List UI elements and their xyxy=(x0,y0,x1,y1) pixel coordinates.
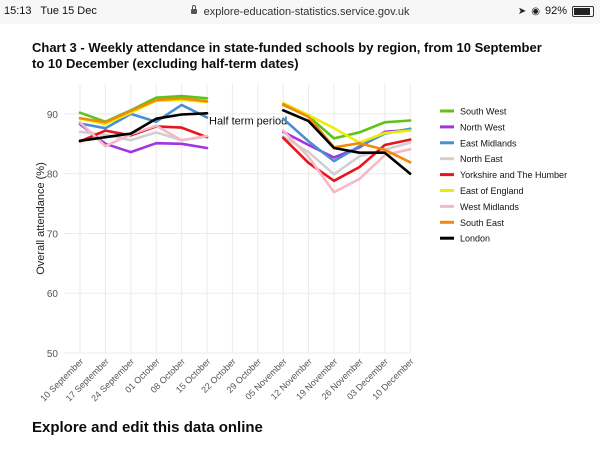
y-tick-label: 60 xyxy=(47,289,59,300)
series-line-east-of-england xyxy=(281,101,412,144)
y-tick-label: 50 xyxy=(47,349,59,360)
status-time: 15:13 xyxy=(4,5,32,17)
series-line-london xyxy=(78,112,209,143)
status-indicators: ➤ ◉ 92% xyxy=(518,5,594,17)
battery-icon xyxy=(572,5,594,17)
legend-label: Yorkshire and The Humber xyxy=(460,170,567,180)
series-line-yorkshire-and-the-humber xyxy=(281,136,412,183)
legend-label: North West xyxy=(460,122,505,132)
legend-label: West Midlands xyxy=(460,202,519,212)
battery-percent: 92% xyxy=(544,5,567,17)
explore-heading: Explore and edit this data online xyxy=(32,419,263,436)
series-line-south-east xyxy=(78,97,209,124)
wifi-icon: ◉ xyxy=(531,5,540,17)
address-url: explore-education-statistics.service.gov… xyxy=(203,6,410,18)
lock-icon xyxy=(190,5,197,14)
series-line-south-west xyxy=(78,94,209,123)
status-date: Tue 15 Dec xyxy=(40,5,97,17)
legend-label: South West xyxy=(460,107,507,117)
status-bar: 15:13 Tue 15 Dec explore-education-stati… xyxy=(0,0,600,24)
series-line-south-east xyxy=(281,103,412,164)
legend-label: East of England xyxy=(460,186,524,196)
series-line-east-midlands xyxy=(78,103,209,130)
location-icon: ➤ xyxy=(517,5,527,17)
legend-layer: South West North West East Midlands North E… xyxy=(440,107,567,244)
legend-label: North East xyxy=(460,154,503,164)
series-line-london xyxy=(281,109,412,175)
y-axis-label: Overall attendance (%) xyxy=(35,162,47,275)
status-time-date: 15:13 Tue 15 Dec xyxy=(4,5,103,17)
y-tick-label: 70 xyxy=(47,229,59,240)
y-tick-label: 80 xyxy=(47,170,59,181)
series-line-west-midlands xyxy=(78,121,209,148)
series-line-west-midlands xyxy=(281,129,412,194)
half-term-annotation: Half term period xyxy=(209,116,287,128)
address-bar[interactable]: explore-education-statistics.service.gov… xyxy=(0,5,600,18)
x-tick-label: 10 September xyxy=(38,356,85,403)
legend-label: South East xyxy=(460,218,505,228)
series-layer xyxy=(78,94,412,194)
y-tick-label: 90 xyxy=(47,110,59,121)
legend-label: London xyxy=(460,234,490,244)
chart-title: Chart 3 - Weekly attendance in state-fun… xyxy=(32,40,542,71)
legend-label: East Midlands xyxy=(460,138,517,148)
series-line-north-east xyxy=(281,135,412,176)
page-content: Chart 3 - Weekly attendance in state-fun… xyxy=(0,24,600,450)
